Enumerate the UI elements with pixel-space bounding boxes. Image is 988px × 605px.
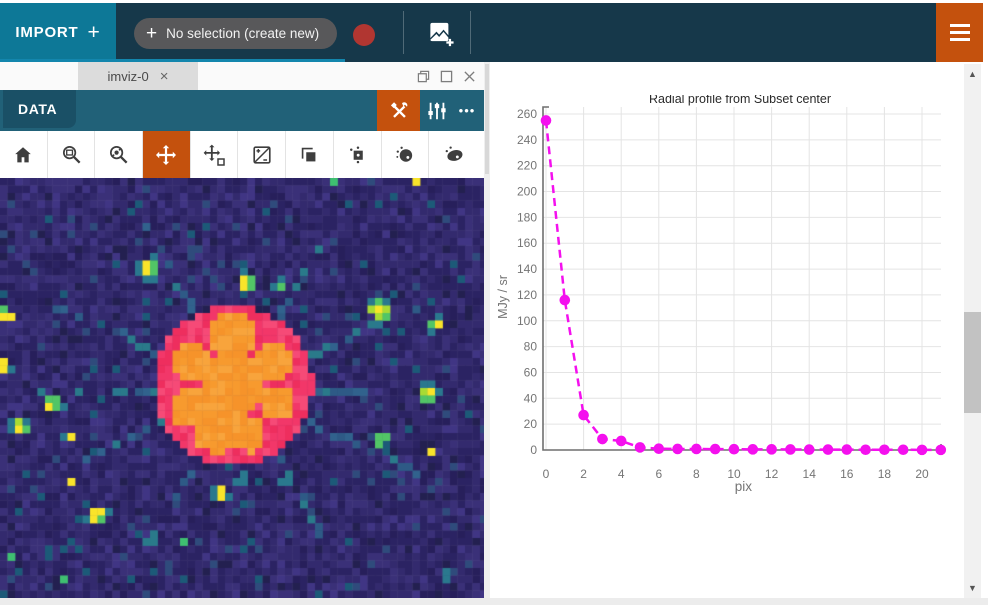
svg-text:20: 20 — [524, 417, 538, 431]
svg-text:120: 120 — [517, 288, 537, 302]
radial-profile-plot[interactable]: 0 20 40 60 80 100 120 140 160 180 200 220 240 260 0 2 4 6… — [490, 95, 964, 540]
svg-text:Radial profile from Subset cen: Radial profile from Subset center — [649, 95, 831, 106]
svg-text:2: 2 — [580, 467, 587, 481]
window-close-button[interactable] — [462, 69, 477, 84]
red-status-dot-icon — [353, 24, 375, 46]
pan-zoom-box-icon — [203, 144, 225, 166]
maximize-icon — [440, 70, 453, 82]
tool-pan-zoom-box-button[interactable] — [190, 131, 239, 178]
svg-text:12: 12 — [765, 467, 779, 481]
bottom-edge-strip — [0, 598, 988, 605]
window-maximize-button[interactable] — [439, 69, 454, 84]
window-restore-button[interactable] — [416, 69, 431, 84]
svg-text:18: 18 — [878, 467, 892, 481]
tools-button[interactable] — [377, 90, 420, 131]
panel-scrollbar[interactable]: ▲ ▼ — [964, 64, 981, 598]
svg-text:200: 200 — [517, 185, 537, 199]
toolbar-accent-strip — [0, 59, 345, 62]
selection-label: No selection (create new) — [166, 26, 320, 41]
tool-ellipse-subset-button[interactable] — [429, 131, 477, 178]
svg-text:100: 100 — [517, 314, 537, 328]
svg-text:220: 220 — [517, 159, 537, 173]
svg-text:0: 0 — [530, 443, 537, 457]
restore-icon — [417, 70, 430, 82]
tool-box-zoom-button[interactable] — [47, 131, 96, 178]
tool-home-button[interactable] — [0, 131, 48, 178]
svg-text:240: 240 — [517, 133, 537, 147]
tool-blink-button[interactable] — [333, 131, 382, 178]
image-plus-icon — [429, 22, 454, 46]
astro-image-viewer[interactable] — [0, 178, 484, 598]
toolbar-divider — [403, 11, 404, 54]
image-zoom-icon — [110, 145, 128, 164]
hammer-wrench-icon — [390, 101, 407, 118]
svg-text:40: 40 — [524, 391, 538, 405]
box-zoom-icon — [62, 145, 80, 164]
viewer-scrollbar[interactable] — [484, 62, 490, 598]
svg-text:60: 60 — [524, 365, 538, 379]
svg-text:80: 80 — [524, 340, 538, 354]
plus-icon: + — [87, 20, 101, 44]
scrollbar-thumb[interactable] — [964, 312, 981, 413]
window-controls — [416, 62, 477, 90]
data-dropdown-button[interactable]: DATA — [3, 90, 76, 128]
hamburger-icon — [949, 24, 970, 27]
plot-options-button[interactable] — [424, 98, 450, 124]
pan-icon — [156, 144, 177, 165]
svg-text:pix: pix — [735, 479, 753, 494]
bias-contrast-icon — [253, 145, 271, 164]
hamburger-menu-button[interactable] — [936, 3, 983, 62]
home-icon — [15, 146, 32, 162]
svg-text:14: 14 — [803, 467, 817, 481]
circle-subset-icon — [396, 146, 413, 162]
svg-text:4: 4 — [618, 467, 625, 481]
svg-text:20: 20 — [915, 467, 929, 481]
plus-icon: + — [146, 22, 158, 44]
viewer-data-bar: DATA ••• — [0, 90, 484, 131]
toolbar-divider — [470, 11, 471, 54]
svg-text:16: 16 — [840, 467, 854, 481]
svg-text:MJy / sr: MJy / sr — [496, 275, 510, 319]
import-button[interactable]: IMPORT + — [0, 3, 116, 62]
tab-close-icon[interactable]: × — [159, 67, 169, 85]
sliders-icon — [428, 102, 446, 120]
tool-circle-subset-button[interactable] — [381, 131, 430, 178]
tab-imviz-0[interactable]: imviz-0 × — [78, 62, 198, 90]
tool-bias-contrast-button[interactable] — [238, 131, 287, 178]
subset-selection-pill[interactable]: + No selection (create new) — [134, 18, 338, 49]
svg-text:6: 6 — [655, 467, 662, 481]
viewer-tab-bar: imviz-0 × — [0, 62, 484, 90]
tool-layer-stack-button[interactable] — [286, 131, 334, 178]
layer-stack-icon — [302, 147, 316, 161]
svg-text:180: 180 — [517, 210, 537, 224]
svg-text:140: 140 — [517, 262, 537, 276]
svg-text:260: 260 — [517, 107, 537, 121]
scroll-down-arrow-icon[interactable]: ▼ — [968, 583, 977, 593]
add-image-viewer-button[interactable] — [419, 17, 461, 49]
ellipsis-icon: ••• — [458, 102, 476, 118]
svg-text:0: 0 — [543, 467, 550, 481]
close-icon — [464, 70, 475, 82]
scroll-up-arrow-icon[interactable]: ▲ — [968, 69, 977, 79]
blink-square-icon — [349, 146, 363, 164]
data-label: DATA — [18, 101, 58, 117]
tab-label: imviz-0 — [107, 68, 149, 84]
viewer-toolbar — [0, 131, 484, 178]
svg-text:8: 8 — [693, 467, 700, 481]
tool-pan-button[interactable] — [143, 131, 191, 178]
top-toolbar: IMPORT + + No selection (create new) — [0, 3, 983, 62]
import-label: IMPORT — [15, 24, 79, 41]
scrollbar-thumb[interactable] — [485, 64, 489, 174]
ellipse-subset-icon — [445, 146, 463, 161]
svg-text:10: 10 — [727, 467, 741, 481]
svg-text:160: 160 — [517, 236, 537, 250]
tool-image-zoom-button[interactable] — [95, 131, 144, 178]
more-options-button[interactable]: ••• — [452, 96, 482, 124]
radial-profile-panel: 0 20 40 60 80 100 120 140 160 180 200 220 240 260 0 2 4 6… — [490, 62, 964, 598]
